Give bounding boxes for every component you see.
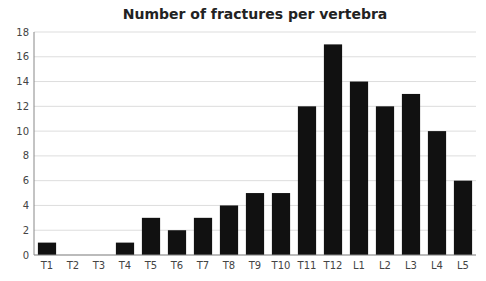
bar <box>194 218 212 255</box>
y-tick-label: 0 <box>23 250 29 261</box>
bar <box>298 106 316 255</box>
y-tick-label: 4 <box>23 200 29 211</box>
title: Number of fractures per vertebra <box>123 6 388 22</box>
x-tick-label: T8 <box>222 260 235 271</box>
bar <box>402 94 420 255</box>
bar <box>246 193 264 255</box>
bar <box>428 131 446 255</box>
x-tick-label: L1 <box>353 260 365 271</box>
x-tick-label: T12 <box>323 260 343 271</box>
x-tick-label: L2 <box>379 260 391 271</box>
chart-container: Number of fractures per vertebra 0 2 4 6 8 10 1… <box>0 0 486 281</box>
x-tick-label: T9 <box>248 260 261 271</box>
x-tick-label: T10 <box>271 260 291 271</box>
bar <box>38 243 56 255</box>
bar <box>272 193 290 255</box>
y-tick-label: 16 <box>16 51 29 62</box>
grid-line <box>34 81 476 82</box>
x-tick-label: T7 <box>196 260 209 271</box>
y-tick-label: 10 <box>16 126 29 137</box>
y-tick-label: 8 <box>23 150 29 161</box>
bar <box>376 106 394 255</box>
x-axis-line <box>34 255 476 256</box>
y-axis-line <box>34 32 35 255</box>
grid <box>34 32 476 255</box>
bar <box>142 218 160 255</box>
bar <box>220 205 238 255</box>
x-tick-label: T2 <box>66 260 79 271</box>
x-tick-label: L5 <box>457 260 469 271</box>
x-tick-label: T11 <box>297 260 317 271</box>
x-tick-label: T3 <box>92 260 105 271</box>
x-tick-label: L4 <box>431 260 443 271</box>
x-tick-label: T6 <box>170 260 183 271</box>
bars <box>38 44 472 255</box>
grid-line <box>34 255 476 256</box>
y-tick-label: 12 <box>16 101 29 112</box>
bar <box>324 44 342 255</box>
x-tick-label: T1 <box>40 260 53 271</box>
grid-line <box>34 56 476 57</box>
page: {"chart_data": {"type": "bar", "title": … <box>0 0 486 281</box>
y-tick-label: 14 <box>16 76 29 87</box>
bar <box>454 181 472 255</box>
chart-svg: Number of fractures per vertebra 0 2 4 6 8 10 1… <box>0 0 486 281</box>
y-tick-label: 18 <box>16 27 29 38</box>
bar <box>350 82 368 255</box>
y-tick-label: 2 <box>23 225 29 236</box>
bar <box>168 230 186 255</box>
grid-line <box>34 32 476 33</box>
x-tick-label: T4 <box>118 260 131 271</box>
y-tick-label: 6 <box>23 175 29 186</box>
bar <box>116 243 134 255</box>
x-tick-label: T5 <box>144 260 157 271</box>
x-tick-label: L3 <box>405 260 417 271</box>
